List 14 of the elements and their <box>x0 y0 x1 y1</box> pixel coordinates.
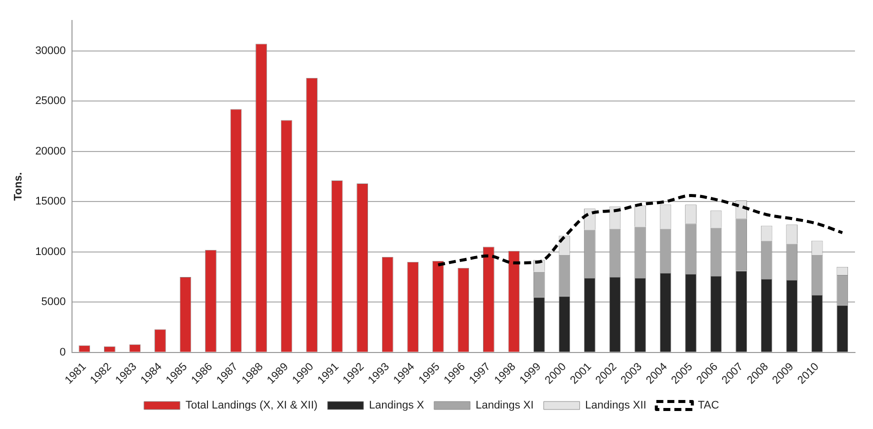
legend-label: Landings XII <box>585 400 646 412</box>
y-tick-label: 0 <box>60 346 66 358</box>
y-tick-label: 5000 <box>41 296 66 308</box>
legend-label: Landings XI <box>476 400 534 412</box>
legend-label: TAC <box>698 400 720 412</box>
y-axis-title: Tons. <box>12 172 25 201</box>
y-tick-label: 15000 <box>35 196 66 208</box>
y-tick-label: 30000 <box>35 44 66 57</box>
y-tick-label: 25000 <box>35 95 66 108</box>
y-tick-label: 20000 <box>35 145 66 158</box>
line-series <box>436 194 844 266</box>
legend-label: Landings X <box>369 400 425 412</box>
legend-label: Total Landings (X, XI & XII) <box>185 400 318 412</box>
y-tick-label: 10000 <box>35 246 66 258</box>
